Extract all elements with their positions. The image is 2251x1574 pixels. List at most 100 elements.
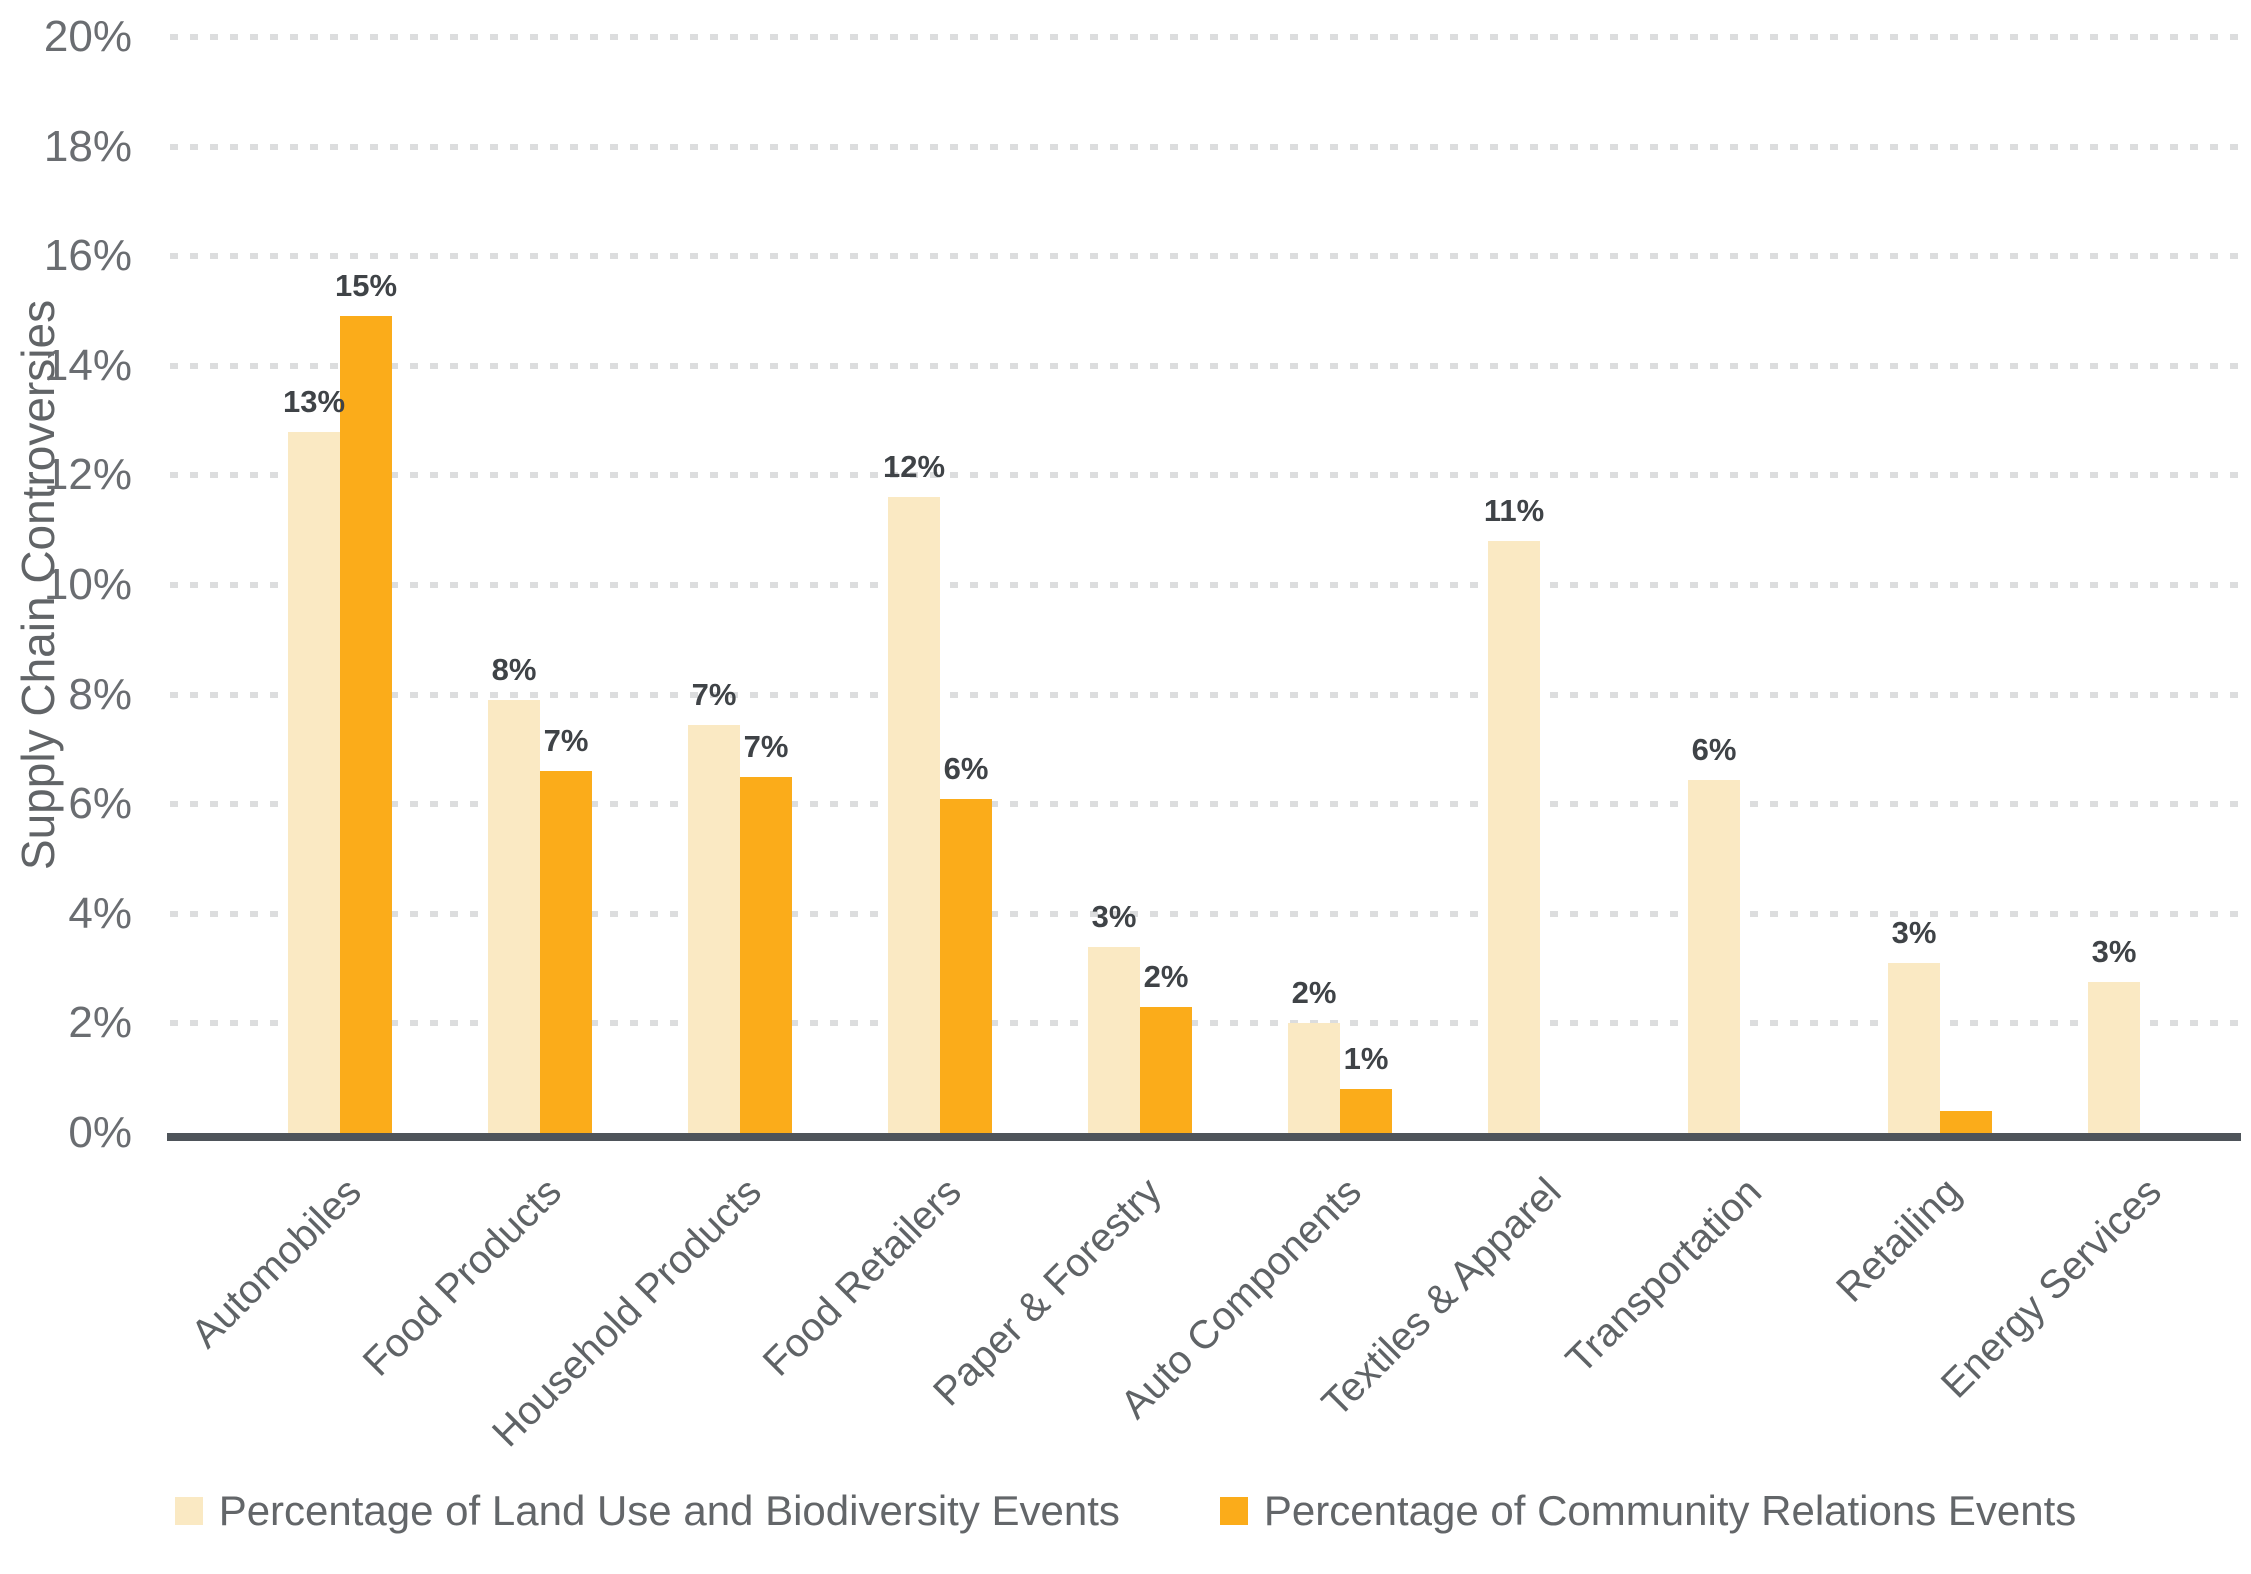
bar-fill: [940, 798, 992, 1133]
legend-item-community-relations: Percentage of Community Relations Events: [1219, 1487, 2077, 1535]
x-axis-labels: Automobiles Food Products Household Produc…: [170, 1159, 2240, 1459]
bar-fill: [540, 771, 592, 1133]
category-slot: 3%: [1840, 37, 2040, 1133]
gridline: [170, 691, 2240, 698]
bar-fill: [740, 776, 792, 1133]
gridline: [170, 1020, 2240, 1027]
bar-slots: 13% 15% 8% 7% 7% 7% 12% 6% 3% 2% 2% 1% 11% 6% 3% 3%: [170, 37, 2240, 1133]
bar-fill: [288, 431, 340, 1133]
bar-data-label: 3%: [2091, 934, 2137, 970]
bar-community-relations: [1940, 1111, 1992, 1133]
category-slot: 11%: [1440, 37, 1640, 1133]
gridline: [170, 472, 2240, 479]
gridline: [170, 34, 2240, 40]
category-slot: 7% 7%: [640, 37, 840, 1133]
bar-land-use: 12%: [883, 449, 945, 1133]
bar-data-label: 11%: [1483, 493, 1545, 529]
bar-fill: [1088, 946, 1140, 1133]
bar-community-relations: 7%: [540, 723, 592, 1133]
bar-fill: [1340, 1089, 1392, 1133]
bar-fill: [1140, 1006, 1192, 1133]
legend-label-community-relations: Percentage of Community Relations Events: [1263, 1487, 2077, 1534]
category-slot: 3%: [2040, 37, 2240, 1133]
category-slot: 13% 15%: [240, 37, 440, 1133]
bar-data-label: 1%: [1343, 1041, 1389, 1077]
bar-data-label: 7%: [543, 723, 589, 759]
y-tick-label: 14%: [43, 340, 132, 390]
bar-community-relations: 7%: [740, 729, 792, 1133]
x-axis-line: [167, 1133, 2241, 1141]
bar-data-label: 6%: [943, 750, 989, 786]
x-axis-category-label: Transportation: [1557, 1169, 1770, 1383]
gridline: [170, 253, 2240, 260]
bar-fill: [1888, 963, 1940, 1133]
gridline: [170, 910, 2240, 917]
bar-land-use: 11%: [1484, 493, 1544, 1133]
y-tick-label: 0%: [68, 1108, 132, 1157]
legend-label-land-use: Percentage of Land Use and Biodiversity …: [218, 1487, 1120, 1534]
legend-swatch-community-relations: [1219, 1497, 1248, 1525]
bar-data-label: 2%: [1143, 958, 1189, 994]
bar-land-use: 3%: [1888, 915, 1940, 1133]
bar-data-label: 3%: [1091, 898, 1137, 934]
bar-fill: [888, 497, 940, 1133]
bar-land-use: 6%: [1688, 732, 1740, 1133]
bar-community-relations: 1%: [1340, 1041, 1392, 1133]
bar-fill: [340, 316, 392, 1133]
bar-fill: [1288, 1023, 1340, 1133]
bar-land-use: 3%: [1088, 899, 1140, 1133]
y-tick-label: 18%: [43, 121, 132, 171]
bar-data-label: 13%: [282, 383, 346, 419]
legend: Percentage of Land Use and Biodiversity …: [0, 1487, 2251, 1535]
x-axis-category-label: Food Products: [354, 1169, 570, 1385]
bar-data-label: 12%: [882, 449, 946, 485]
category-slot: 3% 2%: [1040, 37, 1240, 1133]
bar-community-relations: 6%: [940, 751, 992, 1133]
bar-land-use: 2%: [1288, 975, 1340, 1133]
bar-fill: [1940, 1111, 1992, 1133]
bar-land-use: 3%: [2088, 934, 2140, 1133]
y-tick-label: 20%: [43, 12, 132, 61]
bar-data-label: 6%: [1691, 731, 1737, 767]
x-axis-category-label: Automobiles: [182, 1169, 370, 1357]
bar-data-label: 3%: [1891, 915, 1937, 951]
y-tick-label: 8%: [68, 669, 132, 719]
bar-fill: [688, 724, 740, 1133]
gridline: [170, 801, 2240, 808]
x-axis-category-label: Energy Services: [1932, 1169, 2170, 1407]
plot-area: 13% 15% 8% 7% 7% 7% 12% 6% 3% 2% 2% 1% 11% 6% 3% 3%: [167, 34, 2241, 1141]
bar-land-use: 8%: [488, 652, 540, 1133]
bar-land-use: 7%: [688, 677, 740, 1133]
bar-data-label: 7%: [743, 728, 789, 764]
bar-fill: [2088, 982, 2140, 1133]
category-slot: 6%: [1640, 37, 1840, 1133]
bar-data-label: 7%: [691, 676, 737, 712]
bar-community-relations: 2%: [1140, 959, 1192, 1133]
y-tick-label: 10%: [43, 560, 132, 609]
gridline: [170, 143, 2240, 150]
bar-land-use: 13%: [283, 384, 345, 1133]
category-slot: 12% 6%: [840, 37, 1040, 1133]
bar-fill: [488, 700, 540, 1133]
gridline: [170, 582, 2240, 588]
gridline: [170, 362, 2240, 369]
y-tick-label: 2%: [68, 998, 132, 1048]
y-axis-ticks: 0% 2% 4% 6% 8% 10% 12% 14% 16% 18% 20%: [0, 15, 150, 1155]
legend-swatch-land-use: [174, 1497, 203, 1525]
bar-data-label: 2%: [1291, 975, 1337, 1011]
x-axis-category-label: Food Retailers: [754, 1169, 970, 1385]
legend-item-land-use: Percentage of Land Use and Biodiversity …: [174, 1487, 1120, 1535]
category-slot: 2% 1%: [1240, 37, 1440, 1133]
y-tick-label: 16%: [43, 231, 132, 281]
y-tick-label: 6%: [68, 779, 132, 829]
bar-data-label: 15%: [334, 268, 398, 304]
x-axis-category-label: Retailing: [1828, 1169, 1970, 1311]
y-tick-label: 12%: [43, 450, 132, 500]
bar-fill: [1688, 779, 1740, 1133]
bar-data-label: 8%: [491, 652, 537, 688]
bar-community-relations: 15%: [335, 268, 397, 1133]
bar-fill: [1488, 541, 1540, 1133]
y-tick-label: 4%: [68, 888, 132, 938]
category-slot: 8% 7%: [440, 37, 640, 1133]
